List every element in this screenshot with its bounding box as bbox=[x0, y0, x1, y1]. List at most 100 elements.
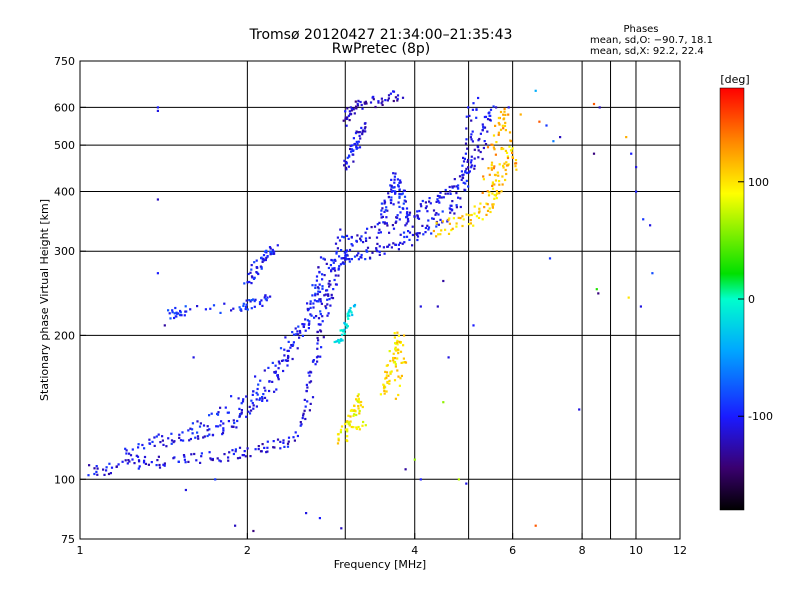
data-point bbox=[214, 478, 217, 481]
data-point bbox=[411, 244, 414, 247]
data-point bbox=[487, 167, 490, 170]
data-point bbox=[355, 147, 358, 150]
data-point bbox=[237, 397, 240, 400]
data-point bbox=[404, 468, 407, 471]
data-point bbox=[441, 220, 444, 223]
data-point bbox=[250, 299, 253, 302]
data-point bbox=[467, 223, 470, 226]
data-point bbox=[386, 364, 389, 367]
data-point bbox=[208, 433, 211, 436]
data-point bbox=[333, 340, 336, 344]
data-point bbox=[361, 405, 364, 409]
data-point bbox=[351, 144, 354, 147]
data-point bbox=[408, 213, 411, 216]
data-point bbox=[477, 149, 480, 152]
data-point bbox=[457, 196, 460, 199]
data-point bbox=[380, 213, 383, 216]
data-point bbox=[347, 317, 350, 320]
data-point bbox=[428, 200, 431, 203]
data-point bbox=[404, 224, 407, 227]
data-point bbox=[393, 181, 396, 184]
data-point bbox=[471, 108, 474, 111]
data-point bbox=[137, 467, 140, 470]
data-point bbox=[277, 378, 280, 381]
data-point bbox=[316, 355, 320, 358]
data-point bbox=[470, 155, 473, 158]
data-point bbox=[493, 165, 496, 168]
data-point bbox=[488, 118, 491, 121]
data-point bbox=[384, 99, 387, 102]
data-point bbox=[352, 160, 355, 163]
data-point bbox=[432, 217, 435, 220]
data-point bbox=[493, 197, 496, 200]
data-point bbox=[595, 288, 598, 291]
data-point bbox=[327, 312, 330, 315]
data-point bbox=[427, 219, 430, 222]
data-point bbox=[260, 266, 263, 269]
data-point bbox=[393, 332, 396, 335]
data-point bbox=[309, 402, 312, 405]
data-point bbox=[473, 157, 476, 160]
data-point bbox=[489, 210, 492, 214]
data-point bbox=[446, 220, 449, 223]
data-point bbox=[467, 106, 470, 109]
data-point bbox=[385, 371, 389, 374]
data-point bbox=[459, 217, 462, 220]
data-point bbox=[399, 179, 402, 182]
data-point bbox=[303, 323, 306, 326]
data-point bbox=[254, 298, 257, 301]
data-point bbox=[394, 221, 397, 224]
data-point bbox=[394, 172, 397, 175]
data-point bbox=[251, 393, 254, 396]
data-point bbox=[351, 107, 354, 110]
data-point bbox=[311, 284, 314, 287]
data-point bbox=[379, 231, 382, 234]
data-point bbox=[385, 216, 388, 219]
data-point bbox=[347, 421, 350, 424]
data-point bbox=[240, 411, 243, 414]
data-point bbox=[173, 440, 176, 443]
data-point bbox=[200, 452, 203, 455]
data-point bbox=[364, 258, 367, 261]
data-point bbox=[447, 232, 451, 235]
data-point bbox=[478, 137, 481, 141]
data-point bbox=[484, 115, 488, 118]
data-point bbox=[356, 254, 359, 257]
data-point bbox=[352, 414, 355, 417]
data-point bbox=[247, 410, 250, 413]
data-point bbox=[178, 433, 181, 436]
data-point bbox=[359, 404, 362, 407]
data-point bbox=[357, 397, 360, 400]
data-point bbox=[314, 292, 317, 295]
data-point bbox=[184, 310, 187, 313]
data-point bbox=[346, 107, 349, 110]
data-point bbox=[183, 458, 186, 461]
data-point bbox=[446, 192, 450, 195]
data-point bbox=[200, 455, 203, 458]
data-point bbox=[506, 155, 509, 158]
data-point bbox=[253, 300, 256, 303]
data-point bbox=[308, 320, 311, 323]
data-point bbox=[138, 460, 141, 463]
data-point bbox=[168, 312, 171, 315]
data-point bbox=[341, 329, 344, 332]
data-point bbox=[472, 224, 475, 227]
data-point bbox=[362, 241, 365, 244]
data-point bbox=[105, 466, 108, 469]
data-point bbox=[196, 420, 199, 423]
data-point bbox=[262, 259, 266, 262]
data-point bbox=[324, 293, 327, 296]
data-point bbox=[256, 393, 259, 396]
data-point bbox=[462, 173, 465, 176]
data-point bbox=[189, 308, 192, 311]
data-point bbox=[359, 100, 362, 104]
data-point bbox=[191, 432, 194, 435]
data-point bbox=[354, 100, 357, 103]
data-point bbox=[464, 171, 467, 174]
data-point bbox=[105, 469, 108, 472]
data-point bbox=[477, 96, 480, 100]
data-point bbox=[366, 246, 370, 249]
data-point bbox=[318, 298, 321, 301]
data-point bbox=[202, 436, 205, 439]
data-points bbox=[87, 89, 654, 533]
